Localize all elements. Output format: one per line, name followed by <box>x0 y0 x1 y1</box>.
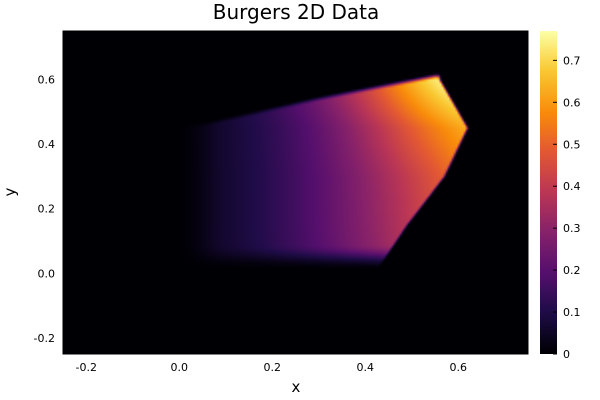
colorbar-ticks: 0 0.1 0.2 0.3 0.4 0.5 0.6 0.7 <box>553 54 581 361</box>
x-tick-label: 0.6 <box>450 361 468 374</box>
y-axis-ticks: -0.2 0.0 0.2 0.4 0.6 <box>34 73 67 345</box>
y-tick-label: 0.4 <box>38 138 56 151</box>
colorbar-tick-label: 0.7 <box>563 54 581 67</box>
chart-title: Burgers 2D Data <box>213 0 380 24</box>
y-tick-label: 0.6 <box>38 73 56 86</box>
colorbar-tick-label: 0.6 <box>563 96 581 109</box>
x-tick-label: 0.0 <box>171 361 189 374</box>
colorbar-tick-label: 0.2 <box>563 264 581 277</box>
colorbar-tick-label: 0.4 <box>563 180 581 193</box>
colorbar-tick-label: 0.3 <box>563 222 581 235</box>
x-tick-label: 0.2 <box>264 361 282 374</box>
colorbar-tick-label: 0.1 <box>563 306 581 319</box>
y-tick-label: 0.2 <box>38 203 56 216</box>
plot-area <box>62 30 529 355</box>
y-tick-label: -0.2 <box>34 332 55 345</box>
plot-frame <box>62 30 529 355</box>
colorbar-tick-label: 0.5 <box>563 138 581 151</box>
y-tick-label: 0.0 <box>38 267 56 280</box>
heatmap-image <box>63 31 528 354</box>
colorbar: 0 0.1 0.2 0.3 0.4 0.5 0.6 0.7 <box>540 31 581 361</box>
x-tick-label: -0.2 <box>76 361 97 374</box>
x-axis-ticks: -0.2 0.0 0.2 0.4 0.6 <box>76 350 467 374</box>
y-axis-label: y <box>1 187 19 196</box>
colorbar-tick-label: 0 <box>563 348 570 361</box>
x-tick-label: 0.4 <box>357 361 375 374</box>
x-axis-label: x <box>292 378 301 396</box>
colorbar-gradient <box>540 31 557 354</box>
